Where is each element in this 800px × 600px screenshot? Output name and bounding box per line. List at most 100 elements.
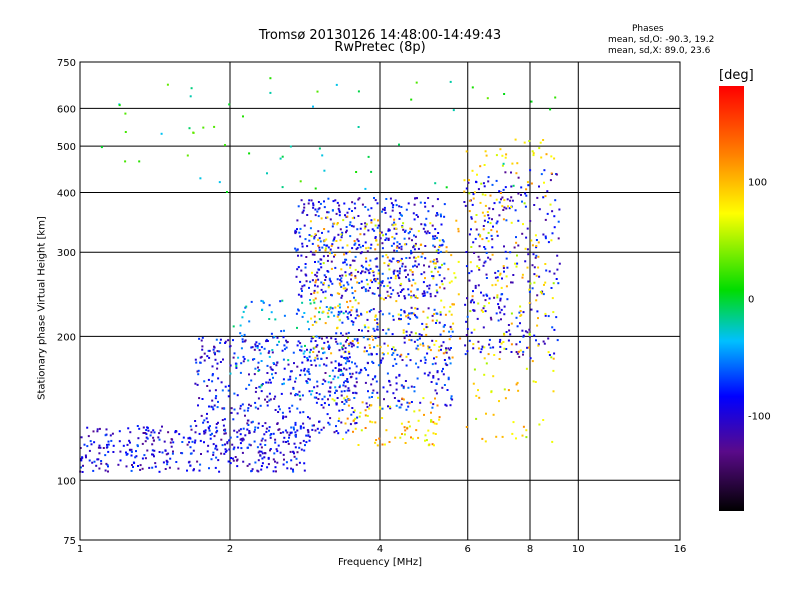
data-point: [528, 288, 531, 291]
data-point: [304, 263, 307, 265]
data-point: [504, 186, 507, 189]
data-point: [373, 346, 376, 349]
data-point: [131, 464, 133, 466]
data-point: [260, 446, 263, 449]
data-point: [496, 296, 499, 299]
data-point: [491, 246, 494, 249]
data-point: [361, 401, 364, 404]
data-point: [188, 441, 191, 444]
data-point: [342, 284, 345, 287]
data-point: [553, 328, 556, 331]
data-point: [316, 427, 319, 430]
data-point: [553, 157, 556, 160]
data-point: [436, 236, 438, 239]
data-point: [295, 230, 298, 233]
data-point: [535, 239, 538, 241]
data-point: [198, 432, 201, 435]
data-point: [314, 187, 317, 190]
data-point: [276, 336, 279, 339]
data-point: [290, 467, 293, 470]
data-point: [241, 437, 244, 440]
data-point: [333, 314, 336, 317]
data-point: [352, 344, 355, 347]
data-point: [341, 321, 344, 324]
data-point: [364, 206, 367, 208]
data-point: [312, 105, 314, 108]
data-point: [316, 380, 319, 383]
data-point: [136, 425, 139, 427]
data-point: [429, 349, 432, 352]
data-point: [556, 339, 559, 342]
data-point: [330, 267, 333, 270]
data-point: [515, 172, 518, 175]
data-point: [193, 441, 196, 444]
data-point: [210, 405, 213, 408]
data-point: [347, 336, 350, 339]
data-point: [338, 349, 341, 352]
data-point: [134, 456, 137, 459]
data-point: [356, 314, 359, 317]
data-point: [91, 461, 94, 464]
data-point: [227, 460, 230, 463]
data-point: [256, 346, 259, 349]
data-point: [338, 368, 341, 371]
data-point: [137, 437, 140, 440]
data-point: [413, 234, 415, 237]
data-point: [346, 417, 349, 420]
data-point: [110, 439, 113, 442]
data-point: [317, 260, 320, 263]
data-point: [392, 318, 395, 321]
data-point: [143, 454, 146, 457]
data-point: [422, 344, 425, 347]
data-point: [364, 225, 367, 228]
data-point: [524, 247, 527, 250]
data-point: [552, 369, 555, 372]
data-point: [423, 201, 426, 204]
data-point: [491, 238, 494, 241]
data-point: [387, 405, 389, 408]
data-point: [355, 371, 358, 374]
data-point: [472, 382, 475, 385]
data-point: [438, 274, 441, 277]
data-point: [276, 422, 279, 425]
data-point: [392, 204, 395, 206]
data-point: [499, 192, 502, 194]
data-point: [239, 442, 242, 445]
data-point: [328, 423, 331, 426]
data-point: [483, 373, 486, 376]
data-point: [411, 273, 414, 276]
data-point: [296, 407, 299, 410]
data-point: [284, 348, 286, 351]
data-point: [314, 261, 316, 263]
data-point: [479, 165, 482, 168]
data-point: [306, 214, 309, 216]
data-point: [403, 341, 406, 344]
data-point: [356, 339, 359, 342]
data-point: [393, 249, 396, 252]
data-point: [391, 333, 394, 336]
data-point: [323, 395, 326, 398]
data-point: [387, 229, 390, 232]
phase-stats-heading: Phases: [632, 24, 664, 34]
data-point: [374, 315, 377, 318]
data-point: [381, 242, 384, 245]
data-point: [367, 155, 370, 158]
data-point: [419, 401, 422, 404]
data-point: [511, 432, 514, 435]
data-point: [533, 334, 536, 337]
data-point: [366, 318, 369, 321]
data-point: [317, 230, 320, 233]
data-point: [146, 437, 149, 440]
data-point: [396, 245, 399, 248]
data-point: [535, 299, 538, 302]
data-point: [329, 248, 332, 251]
data-point: [207, 349, 210, 352]
data-point: [268, 429, 270, 432]
data-point: [323, 169, 326, 172]
data-point: [362, 244, 364, 247]
data-point: [274, 466, 277, 469]
data-point: [432, 237, 435, 240]
data-point: [376, 318, 379, 321]
data-point: [445, 186, 448, 189]
